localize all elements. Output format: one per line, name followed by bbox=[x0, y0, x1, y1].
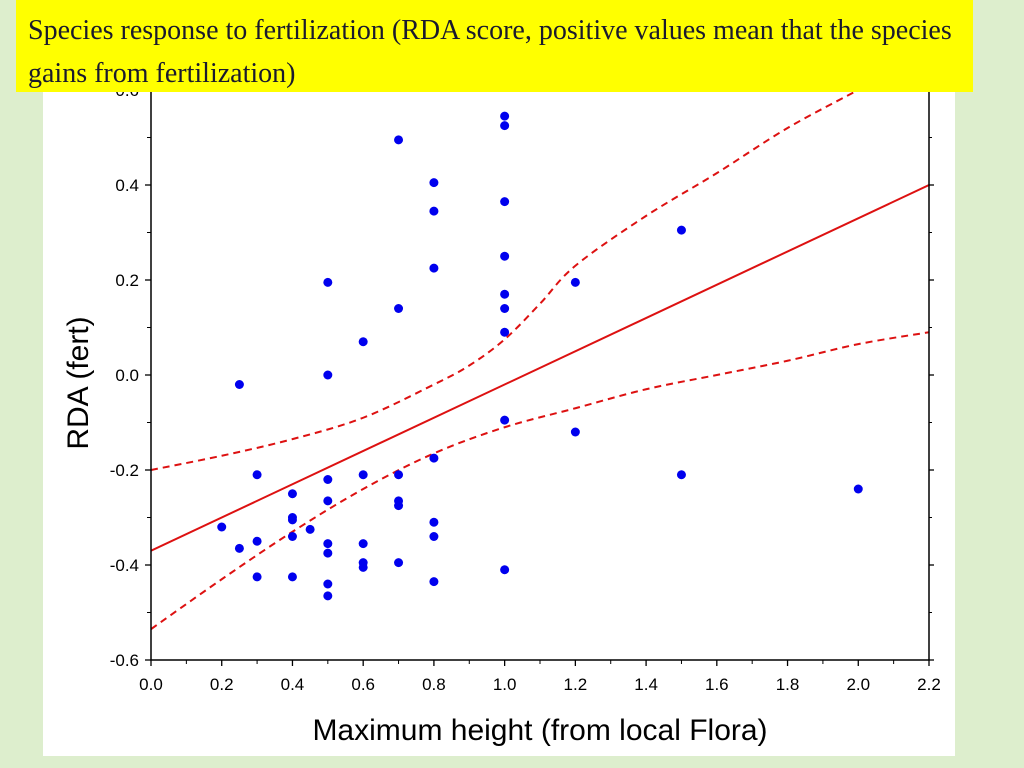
data-point bbox=[252, 470, 262, 480]
x-tick-label: 0.8 bbox=[422, 675, 446, 694]
data-point bbox=[676, 225, 686, 235]
data-point bbox=[323, 496, 333, 506]
data-point bbox=[358, 470, 368, 480]
data-point bbox=[323, 591, 333, 601]
data-point bbox=[500, 111, 510, 121]
y-tick-label: 0.0 bbox=[115, 366, 139, 385]
data-point bbox=[287, 572, 297, 582]
x-tick-label: 0.2 bbox=[210, 675, 234, 694]
data-point bbox=[500, 415, 510, 425]
x-tick-label: 0.4 bbox=[281, 675, 305, 694]
x-tick-label: 1.4 bbox=[634, 675, 658, 694]
data-point bbox=[570, 427, 580, 437]
plot-frame bbox=[150, 89, 930, 661]
data-point bbox=[323, 370, 333, 380]
data-point bbox=[429, 532, 439, 541]
data-point bbox=[287, 489, 297, 499]
data-point bbox=[252, 536, 262, 546]
plot-content bbox=[151, 90, 929, 630]
data-point bbox=[323, 277, 333, 287]
plot-area bbox=[151, 90, 929, 630]
data-point bbox=[500, 565, 510, 575]
y-axis-title: RDA (fert) bbox=[62, 316, 95, 449]
y-tick-label: 0.2 bbox=[115, 271, 139, 290]
upper-confidence-band bbox=[151, 90, 859, 471]
x-tick-label: 1.0 bbox=[493, 675, 517, 694]
data-point bbox=[217, 522, 227, 532]
data-point bbox=[429, 263, 439, 273]
y-tick-label: -0.2 bbox=[110, 461, 139, 480]
x-tick-label: 2.0 bbox=[846, 675, 870, 694]
data-point bbox=[394, 304, 404, 313]
data-point bbox=[676, 470, 686, 480]
data-point bbox=[429, 178, 439, 188]
data-point bbox=[287, 532, 297, 541]
data-point bbox=[323, 539, 333, 549]
data-point bbox=[570, 277, 580, 287]
data-point bbox=[287, 515, 297, 525]
x-tick-label: 0.0 bbox=[139, 675, 163, 694]
data-point bbox=[305, 524, 315, 534]
slide-title: Species response to fertilization (RDA s… bbox=[16, 0, 973, 92]
x-tick-label: 1.2 bbox=[564, 675, 588, 694]
data-point bbox=[853, 484, 863, 494]
y-tick-label: -0.4 bbox=[110, 556, 139, 575]
data-point bbox=[394, 135, 404, 145]
data-point bbox=[429, 517, 439, 527]
data-point bbox=[500, 304, 510, 313]
data-point bbox=[358, 562, 368, 572]
data-point bbox=[252, 572, 262, 582]
x-tick-label: 0.6 bbox=[351, 675, 375, 694]
data-point bbox=[429, 577, 439, 587]
data-point bbox=[500, 197, 510, 207]
data-point bbox=[500, 327, 510, 337]
plot-panel bbox=[43, 30, 955, 756]
data-point bbox=[500, 121, 510, 131]
data-point bbox=[500, 289, 510, 299]
data-point bbox=[394, 470, 404, 480]
data-point bbox=[429, 206, 439, 216]
data-point bbox=[358, 337, 368, 347]
axes bbox=[145, 85, 934, 666]
x-axis-title: Maximum height (from local Flora) bbox=[312, 714, 767, 747]
x-tick-label: 1.6 bbox=[705, 675, 729, 694]
data-point bbox=[323, 475, 333, 484]
y-tick-label: 0.4 bbox=[115, 176, 139, 195]
data-point bbox=[358, 539, 368, 549]
data-point bbox=[234, 543, 244, 553]
data-point bbox=[234, 380, 244, 389]
x-tick-label: 2.2 bbox=[917, 675, 941, 694]
lower-confidence-band bbox=[151, 331, 929, 630]
tick-labels: 0.0 0.2 0.4 0.6 0.8 1.0 1.2 1.4 1.6 1.8 2.0 2.2 -0.6… bbox=[110, 81, 941, 694]
data-point bbox=[323, 548, 333, 558]
y-tick-label: -0.6 bbox=[110, 651, 139, 670]
x-tick-label: 1.8 bbox=[776, 675, 800, 694]
regression-line bbox=[151, 184, 929, 552]
data-point bbox=[394, 501, 404, 511]
data-point bbox=[429, 453, 439, 463]
data-point bbox=[323, 579, 333, 589]
data-point bbox=[500, 251, 510, 261]
data-point bbox=[394, 558, 404, 568]
